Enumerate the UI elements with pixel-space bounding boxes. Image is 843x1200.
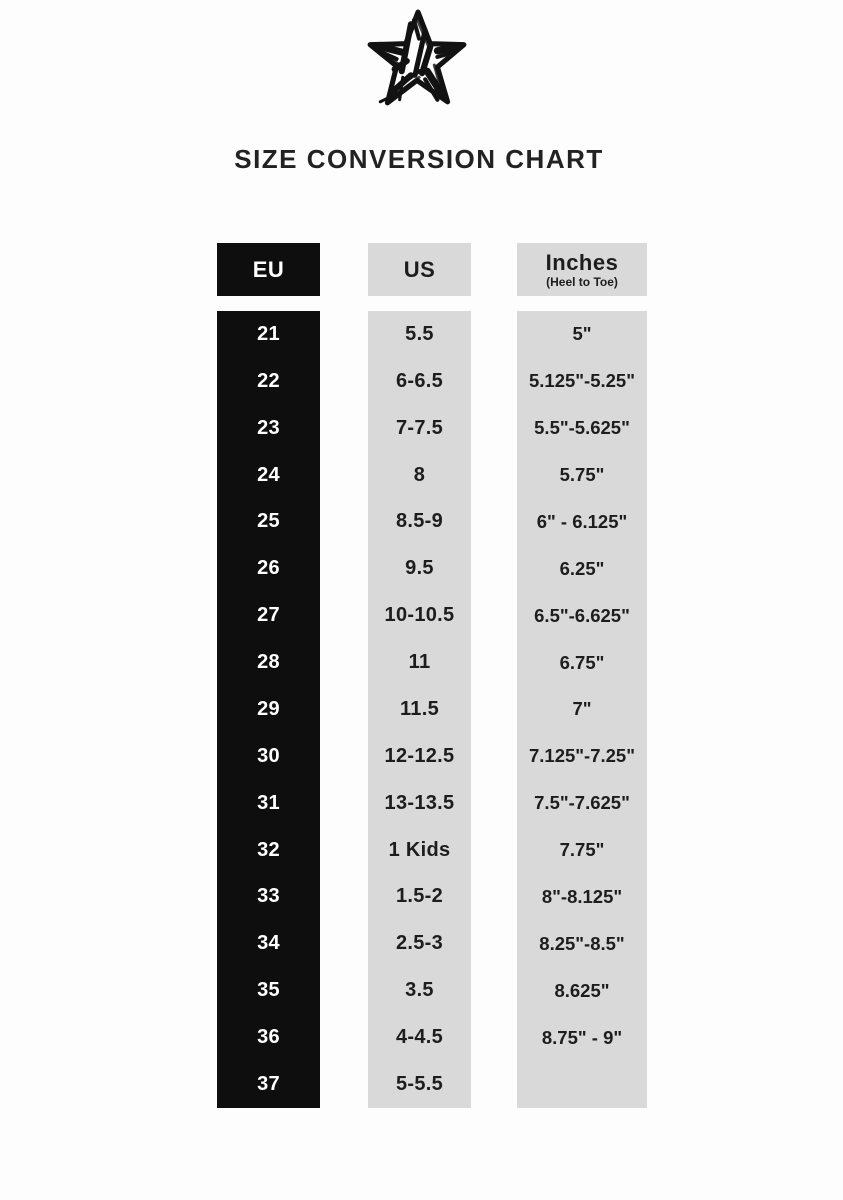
table-cell-inches: 5.125"-5.25"	[528, 370, 635, 392]
table-cell-eu: 25	[257, 510, 280, 533]
table-cell-inches: 7.75"	[559, 839, 605, 861]
table-cell-eu: 36	[257, 1026, 280, 1049]
column-header-inches-label: Inches	[545, 249, 619, 275]
table-cell-us: 11	[408, 651, 431, 674]
column-body-inches: 5" 5.125"-5.25" 5.5"-5.625" 5.75" 6" - 6.125…	[517, 311, 647, 1108]
table-cell-eu: 22	[257, 369, 280, 392]
column-eu: EU 21 22 23 24 25 26 27 28 29 30 31 32 33 34 35 36 37	[217, 243, 320, 1108]
table-cell-eu: 24	[257, 463, 280, 486]
column-inches: Inches (Heel to Toe) 5" 5.125"-5.25" 5.5"-…	[517, 243, 647, 1108]
table-cell-inches: 8.75" - 9"	[541, 1026, 623, 1048]
table-cell-us: 7-7.5	[395, 416, 444, 439]
table-cell-eu: 35	[257, 979, 280, 1002]
table-cell-inches: 6" - 6.125"	[536, 510, 628, 532]
column-header-eu: EU	[217, 243, 320, 296]
table-cell-us: 11.5	[399, 697, 440, 720]
table-cell-us: 13-13.5	[384, 791, 455, 814]
table-cell-us: 8.5-9	[395, 510, 444, 533]
column-header-us: US	[368, 243, 471, 296]
table-cell-us: 1 Kids	[388, 838, 451, 861]
table-cell-us: 12-12.5	[384, 744, 455, 767]
column-us: US 5.5 6-6.5 7-7.5 8 8.5-9 9.5 10-10.5 11 11.5 12…	[368, 243, 471, 1108]
table-cell-eu: 28	[257, 651, 280, 674]
table-cell-eu: 37	[257, 1072, 280, 1095]
table-cell-eu: 21	[257, 322, 280, 345]
column-header-eu-label: EU	[252, 256, 285, 282]
table-cell-eu: 26	[257, 557, 280, 580]
table-cell-eu: 29	[257, 697, 280, 720]
table-cell-inches: 8.25"-8.5"	[539, 932, 625, 954]
table-cell-inches: 6.25"	[559, 557, 605, 579]
table-cell-eu: 34	[257, 932, 280, 955]
column-header-inches: Inches (Heel to Toe)	[517, 243, 647, 296]
column-header-us-label: US	[403, 256, 436, 282]
table-cell-inches: 7.125"-7.25"	[528, 745, 635, 767]
table-cell-inches	[517, 1061, 647, 1108]
table-cell-eu: 31	[257, 791, 280, 814]
table-cell-inches: 6.75"	[559, 651, 605, 673]
table-cell-inches: 5"	[572, 323, 592, 345]
table-cell-us: 2.5-3	[395, 932, 444, 955]
table-cell-us: 5-5.5	[395, 1072, 444, 1095]
table-cell-us: 4-4.5	[395, 1026, 444, 1049]
table-cell-eu: 23	[257, 416, 280, 439]
table-cell-inches: 7.5"-7.625"	[534, 792, 630, 814]
table-cell-inches: 7"	[572, 698, 592, 720]
column-body-us: 5.5 6-6.5 7-7.5 8 8.5-9 9.5 10-10.5 11 11.5 12-12…	[368, 311, 471, 1108]
table-cell-us: 3.5	[405, 979, 434, 1002]
table-cell-inches: 8"-8.125"	[541, 885, 623, 907]
column-header-inches-sublabel: (Heel to Toe)	[546, 274, 618, 289]
page-title: SIZE CONVERSION CHART	[234, 144, 604, 174]
table-cell-inches: 6.5"-6.625"	[534, 604, 630, 626]
table-cell-eu: 30	[257, 744, 280, 767]
table-cell-us: 1.5-2	[395, 885, 444, 908]
table-cell-us: 10-10.5	[384, 604, 455, 627]
table-cell-inches: 8.625"	[554, 979, 610, 1001]
table-cell-us: 9.5	[405, 557, 434, 580]
table-cell-inches: 5.75"	[559, 464, 605, 486]
table-cell-us: 5.5	[405, 322, 434, 345]
table-cell-eu: 33	[257, 885, 280, 908]
table-cell-eu: 27	[257, 604, 280, 627]
table-cell-inches: 5.5"-5.625"	[534, 417, 630, 439]
table-cell-us: 8	[413, 463, 426, 486]
star-logo-icon	[366, 8, 468, 114]
table-cell-us: 6-6.5	[395, 369, 444, 392]
table-cell-eu: 32	[257, 838, 280, 861]
column-body-eu: 21 22 23 24 25 26 27 28 29 30 31 32 33 34 35 36 37	[217, 311, 320, 1108]
